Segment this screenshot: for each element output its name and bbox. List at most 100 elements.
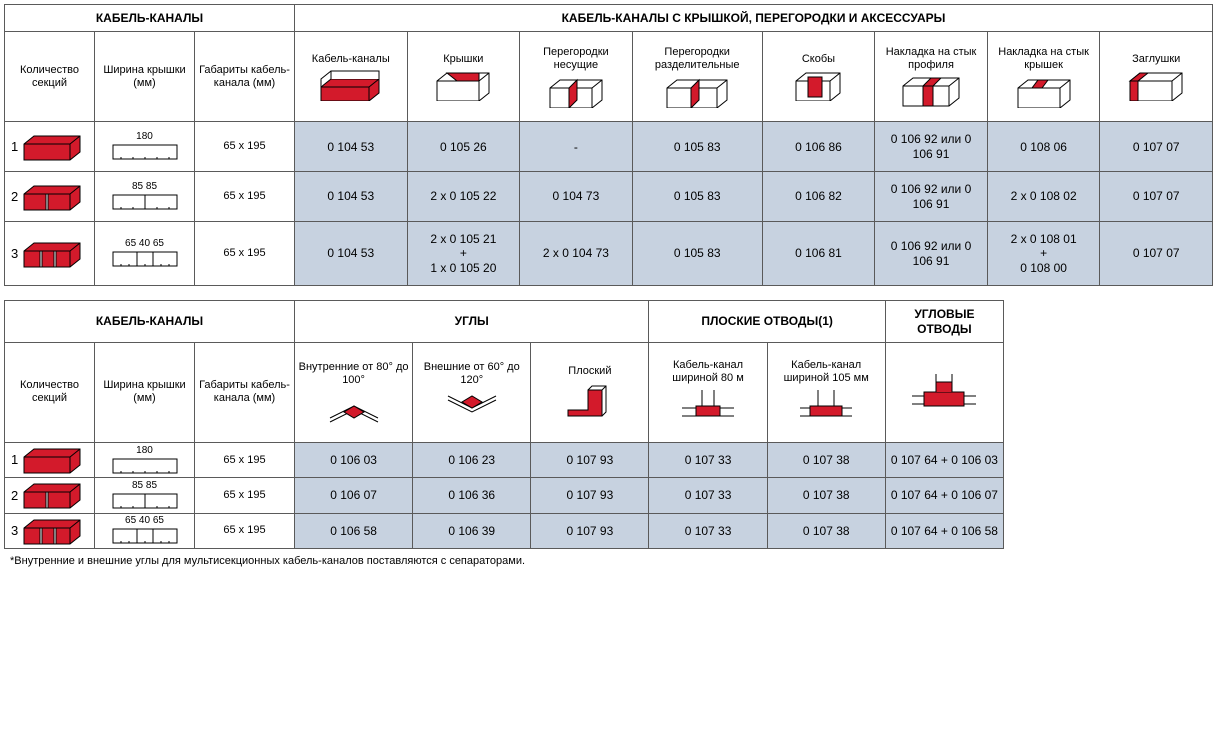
col-ext-angle: Внешние от 60° до 120° [413, 342, 531, 442]
dims-cell: 65 x 195 [195, 172, 295, 222]
cover-dim: 85 85 [132, 481, 157, 491]
columns-header-row: Количество секций Ширина крышки (мм) Габ… [5, 32, 1213, 122]
cover-width-cell: 65 40 65 [95, 513, 195, 548]
corner-cell: 0 107 64 + 0 106 58 [885, 513, 1003, 548]
cover-section-icon [109, 193, 181, 211]
col-sections2: Количество секций [5, 342, 95, 442]
clips-cell: 0 106 82 [762, 172, 875, 222]
channel-cell: 0 104 53 [295, 122, 408, 172]
group-header-angles: УГЛЫ [295, 301, 649, 343]
cover-dim: 180 [136, 132, 153, 142]
joinprof-cell: 0 106 92 или 0 106 91 [875, 122, 988, 172]
partition-load-icon [544, 74, 608, 108]
section-count: 3 [11, 523, 18, 539]
group-header-accessories: КАБЕЛЬ-КАНАЛЫ С КРЫШКОЙ, ПЕРЕГОРОДКИ И А… [295, 5, 1213, 32]
col-channel-label: Кабель-каналы [312, 53, 390, 66]
cover-dim: 180 [136, 446, 153, 456]
col-join-cov: Накладка на стык крышек [987, 32, 1100, 122]
group-header-flat: ПЛОСКИЕ ОТВОДЫ(1) [649, 301, 885, 343]
flat80-cell: 0 107 33 [649, 478, 767, 513]
partload-cell: 2 x 0 104 73 [520, 221, 633, 285]
cover-section-icon [109, 250, 181, 268]
endcap-cell: 0 107 07 [1100, 122, 1213, 172]
joincov-cell: 2 x 0 108 02 [987, 172, 1100, 222]
col-flat105: Кабель-канал шириной 105 мм [767, 342, 885, 442]
endcap-cell: 0 107 07 [1100, 172, 1213, 222]
col-cover-label: Крышки [443, 53, 483, 66]
section-icon [22, 516, 84, 546]
cover-cell: 0 105 26 [407, 122, 520, 172]
intang-cell: 0 106 03 [295, 442, 413, 477]
cover-cell: 2 x 0 105 21 + 1 x 0 105 20 [407, 221, 520, 285]
channel-cell: 0 104 53 [295, 221, 408, 285]
channel-cell: 0 104 53 [295, 172, 408, 222]
col-part-sep: Перегородки разделительные [632, 32, 762, 122]
table-row: 2 85 85 65 x 195 0 104 53 2 x 0 105 22 0… [5, 172, 1213, 222]
flat-tee-icon [678, 386, 738, 426]
join-profile-icon [899, 74, 963, 108]
cover-section-icon [109, 457, 181, 475]
row-sections: 1 [5, 122, 95, 172]
dims-cell: 65 x 195 [195, 442, 295, 477]
cover-dim: 65 40 65 [125, 239, 164, 249]
partload-cell: - [520, 122, 633, 172]
section-count: 1 [11, 139, 18, 155]
table-row: 2 85 85 65 x 195 0 106 07 0 106 36 0 107… [5, 478, 1004, 513]
cover-section-icon [109, 492, 181, 510]
join-cover-icon [1012, 74, 1076, 108]
col-dims2: Габариты кабель-канала (мм) [195, 342, 295, 442]
row-sections: 1 [5, 442, 95, 477]
row-sections: 2 [5, 172, 95, 222]
section-icon [22, 445, 84, 475]
section-icon [22, 182, 84, 212]
col-flat80: Кабель-канал шириной 80 м [649, 342, 767, 442]
section-count: 1 [11, 452, 18, 468]
col-endcap: Заглушки [1100, 32, 1213, 122]
internal-angle-icon [326, 388, 382, 424]
col-channel: Кабель-каналы [295, 32, 408, 122]
flat-tee-wide-icon [796, 386, 856, 426]
dims-cell: 65 x 195 [195, 122, 295, 172]
col-flat105-label: Кабель-канал шириной 105 мм [770, 359, 883, 385]
joinprof-cell: 0 106 92 или 0 106 91 [875, 172, 988, 222]
col-part-load: Перегородки несущие [520, 32, 633, 122]
cover-section-icon [109, 143, 181, 161]
flatang-cell: 0 107 93 [531, 478, 649, 513]
col-flat80-label: Кабель-канал шириной 80 м [651, 359, 764, 385]
section-icon [22, 239, 84, 269]
col-int-angle-label: Внутренние от 80° до 100° [297, 361, 410, 387]
joincov-cell: 2 x 0 108 01 + 0 108 00 [987, 221, 1100, 285]
col-clips-label: Скобы [802, 53, 835, 66]
col-join-prof-label: Накладка на стык профиля [877, 46, 985, 72]
group-header-channels: КАБЕЛЬ-КАНАЛЫ [5, 5, 295, 32]
partload-cell: 0 104 73 [520, 172, 633, 222]
extang-cell: 0 106 39 [413, 513, 531, 548]
col-part-sep-label: Перегородки разделительные [635, 46, 760, 72]
footnote: *Внутренние и внешние углы для мультисек… [4, 555, 1213, 567]
corner-cell: 0 107 64 + 0 106 03 [885, 442, 1003, 477]
flat80-cell: 0 107 33 [649, 442, 767, 477]
col-int-angle: Внутренние от 80° до 100° [295, 342, 413, 442]
dims-cell: 65 x 195 [195, 478, 295, 513]
dims-cell: 65 x 195 [195, 513, 295, 548]
cover-dim: 65 40 65 [125, 516, 164, 526]
joincov-cell: 0 108 06 [987, 122, 1100, 172]
col-cover-w: Ширина крышки (мм) [95, 32, 195, 122]
row-sections: 3 [5, 221, 95, 285]
col-flat-angle-label: Плоский [568, 365, 611, 378]
partsep-cell: 0 105 83 [632, 122, 762, 172]
table-row: 1 180 65 x 195 0 104 53 0 105 26 - 0 105… [5, 122, 1213, 172]
col-ext-angle-label: Внешние от 60° до 120° [415, 361, 528, 387]
flat105-cell: 0 107 38 [767, 442, 885, 477]
cover-section-icon [109, 527, 181, 545]
corner-cell: 0 107 64 + 0 106 07 [885, 478, 1003, 513]
intang-cell: 0 106 07 [295, 478, 413, 513]
partsep-cell: 0 105 83 [632, 172, 762, 222]
external-angle-icon [444, 388, 500, 424]
flatang-cell: 0 107 93 [531, 513, 649, 548]
flat105-cell: 0 107 38 [767, 478, 885, 513]
extang-cell: 0 106 23 [413, 442, 531, 477]
angles-table: КАБЕЛЬ-КАНАЛЫ УГЛЫ ПЛОСКИЕ ОТВОДЫ(1) УГЛ… [4, 300, 1004, 549]
joinprof-cell: 0 106 92 или 0 106 91 [875, 221, 988, 285]
cover-cell: 2 x 0 105 22 [407, 172, 520, 222]
